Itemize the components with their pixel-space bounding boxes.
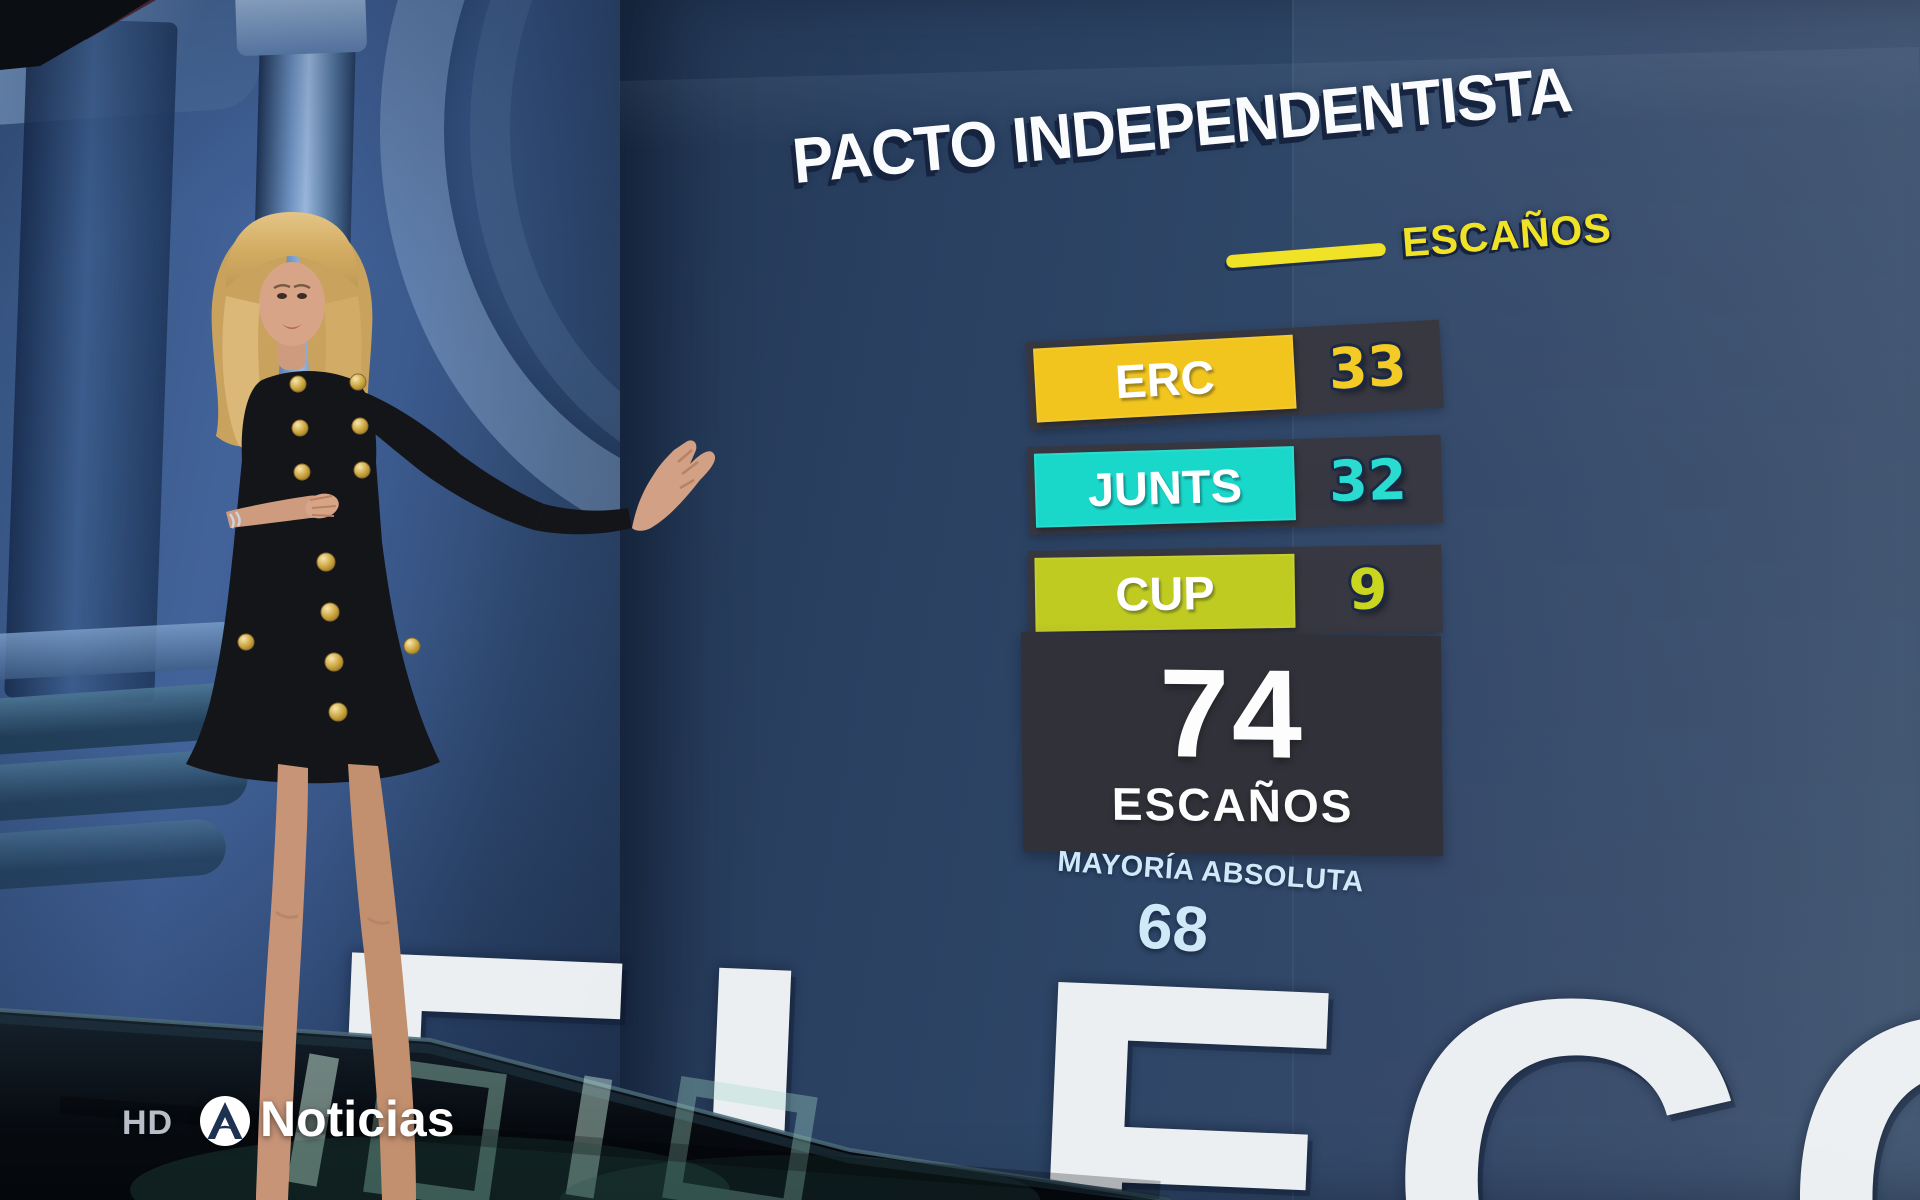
party-bar: JUNTS [1033, 446, 1296, 528]
party-bar: ERC [1032, 334, 1297, 423]
party-seats: 9 [1347, 556, 1388, 623]
leg-left [256, 764, 308, 1200]
leg-right [348, 764, 416, 1200]
party-bar: CUP [1034, 553, 1296, 632]
hair-top [225, 212, 359, 288]
total-seats-value: 74 [1158, 642, 1305, 785]
channel-brand: Noticias [260, 1091, 455, 1147]
party-seats: 33 [1326, 333, 1409, 403]
total-seats-box: 74 ESCAÑOS [1020, 631, 1444, 857]
majority-block: MAYORÍA ABSOLUTA 68 [1037, 845, 1380, 979]
arm-extended-sleeve [534, 504, 632, 535]
antena3-logo-icon [200, 1096, 250, 1146]
party-seats: 32 [1327, 447, 1408, 515]
forearm-bent [226, 495, 328, 528]
presenter [186, 212, 716, 1200]
total-seats-label: ESCAÑOS [1111, 777, 1354, 833]
hd-badge: HD [122, 1104, 174, 1142]
dress [186, 371, 440, 784]
party-row-cup: CUP 9 [1027, 544, 1443, 639]
hand-extended [632, 440, 716, 531]
gold-buttons [237, 373, 421, 722]
party-row-junts: JUNTS 32 [1026, 434, 1444, 535]
arm-extended-sleeve [346, 388, 544, 530]
bracelet [228, 511, 241, 529]
